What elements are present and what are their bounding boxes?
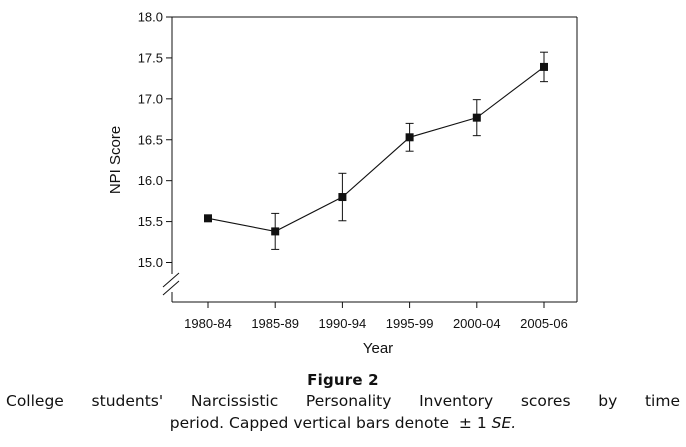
line-chart: 15.0 15.5 16.0 16.5 17.0 17.5 18.0 1980-84 1985… <box>107 10 578 357</box>
x-axis-ticks: 1980-84 1985-89 1990-94 1995-99 2000-04 2005-… <box>184 302 568 331</box>
y-axis-ticks: 15.0 15.5 16.0 16.5 17.0 17.5 18.0 <box>138 10 172 270</box>
y-axis-title: NPI Score <box>107 126 124 194</box>
caption-line-1: College students' Narcissistic Personali… <box>6 392 680 410</box>
data-point <box>472 113 481 122</box>
x-tick-label: 1980-84 <box>184 316 232 331</box>
y-tick-label: 17.0 <box>138 91 163 106</box>
y-tick-label: 16.0 <box>138 173 163 188</box>
x-tick-label: 1990-94 <box>319 316 367 331</box>
caption-plus-minus: ± 1 <box>458 414 487 432</box>
axis-break-mark <box>162 272 180 288</box>
caption-se: SE. <box>491 414 517 432</box>
x-tick-label: 2005-06 <box>520 316 568 331</box>
x-tick-label: 1985-89 <box>251 316 299 331</box>
chart-axes <box>162 16 578 303</box>
x-tick-label: 2000-04 <box>453 316 501 331</box>
y-tick-label: 15.0 <box>138 255 163 270</box>
data-point <box>204 214 212 223</box>
data-point <box>338 193 347 202</box>
figure-caption: Figure 2 College students' Narcissistic … <box>0 370 686 434</box>
caption-line-2: period. Capped vertical bars denote ± 1 … <box>6 412 680 434</box>
x-tick-label: 1995-99 <box>386 316 434 331</box>
y-tick-label: 17.5 <box>138 50 163 65</box>
figure-label: Figure 2 <box>307 371 379 389</box>
data-point <box>271 227 280 236</box>
x-axis-title: Year <box>363 340 393 357</box>
y-tick-label: 16.5 <box>138 132 163 147</box>
series-line <box>207 66 545 232</box>
caption-line-2-prefix: period. Capped vertical bars denote <box>169 414 450 432</box>
y-tick-label: 15.5 <box>138 214 163 229</box>
data-point <box>405 133 414 142</box>
error-bars <box>271 51 548 250</box>
data-points <box>204 62 548 236</box>
y-tick-label: 18.0 <box>138 10 163 25</box>
caption-text: College students' Narcissistic Personali… <box>0 390 686 434</box>
axis-break-mark <box>162 280 180 296</box>
data-point <box>540 62 548 71</box>
series-polyline <box>207 66 545 232</box>
